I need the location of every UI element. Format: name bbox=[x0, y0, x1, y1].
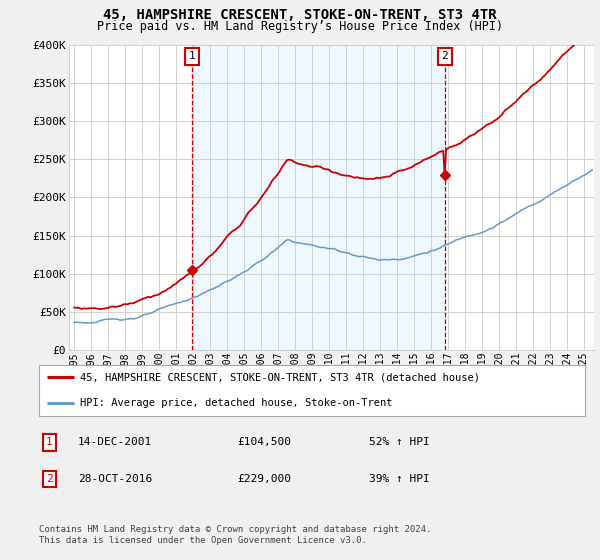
Text: 2: 2 bbox=[46, 474, 53, 484]
Text: Price paid vs. HM Land Registry’s House Price Index (HPI): Price paid vs. HM Land Registry’s House … bbox=[97, 20, 503, 32]
Text: 45, HAMPSHIRE CRESCENT, STOKE-ON-TRENT, ST3 4TR: 45, HAMPSHIRE CRESCENT, STOKE-ON-TRENT, … bbox=[103, 8, 497, 22]
Text: 45, HAMPSHIRE CRESCENT, STOKE-ON-TRENT, ST3 4TR (detached house): 45, HAMPSHIRE CRESCENT, STOKE-ON-TRENT, … bbox=[80, 372, 480, 382]
Text: 39% ↑ HPI: 39% ↑ HPI bbox=[369, 474, 430, 484]
Text: 52% ↑ HPI: 52% ↑ HPI bbox=[369, 437, 430, 447]
Text: 14-DEC-2001: 14-DEC-2001 bbox=[78, 437, 152, 447]
Text: £104,500: £104,500 bbox=[237, 437, 291, 447]
Text: HPI: Average price, detached house, Stoke-on-Trent: HPI: Average price, detached house, Stok… bbox=[80, 398, 392, 408]
Text: Contains HM Land Registry data © Crown copyright and database right 2024.
This d: Contains HM Land Registry data © Crown c… bbox=[39, 525, 431, 545]
Text: 1: 1 bbox=[189, 52, 196, 61]
Text: 2: 2 bbox=[442, 52, 448, 61]
Text: £229,000: £229,000 bbox=[237, 474, 291, 484]
Bar bbox=[192, 45, 445, 350]
Text: 1: 1 bbox=[46, 437, 53, 447]
Text: 28-OCT-2016: 28-OCT-2016 bbox=[78, 474, 152, 484]
